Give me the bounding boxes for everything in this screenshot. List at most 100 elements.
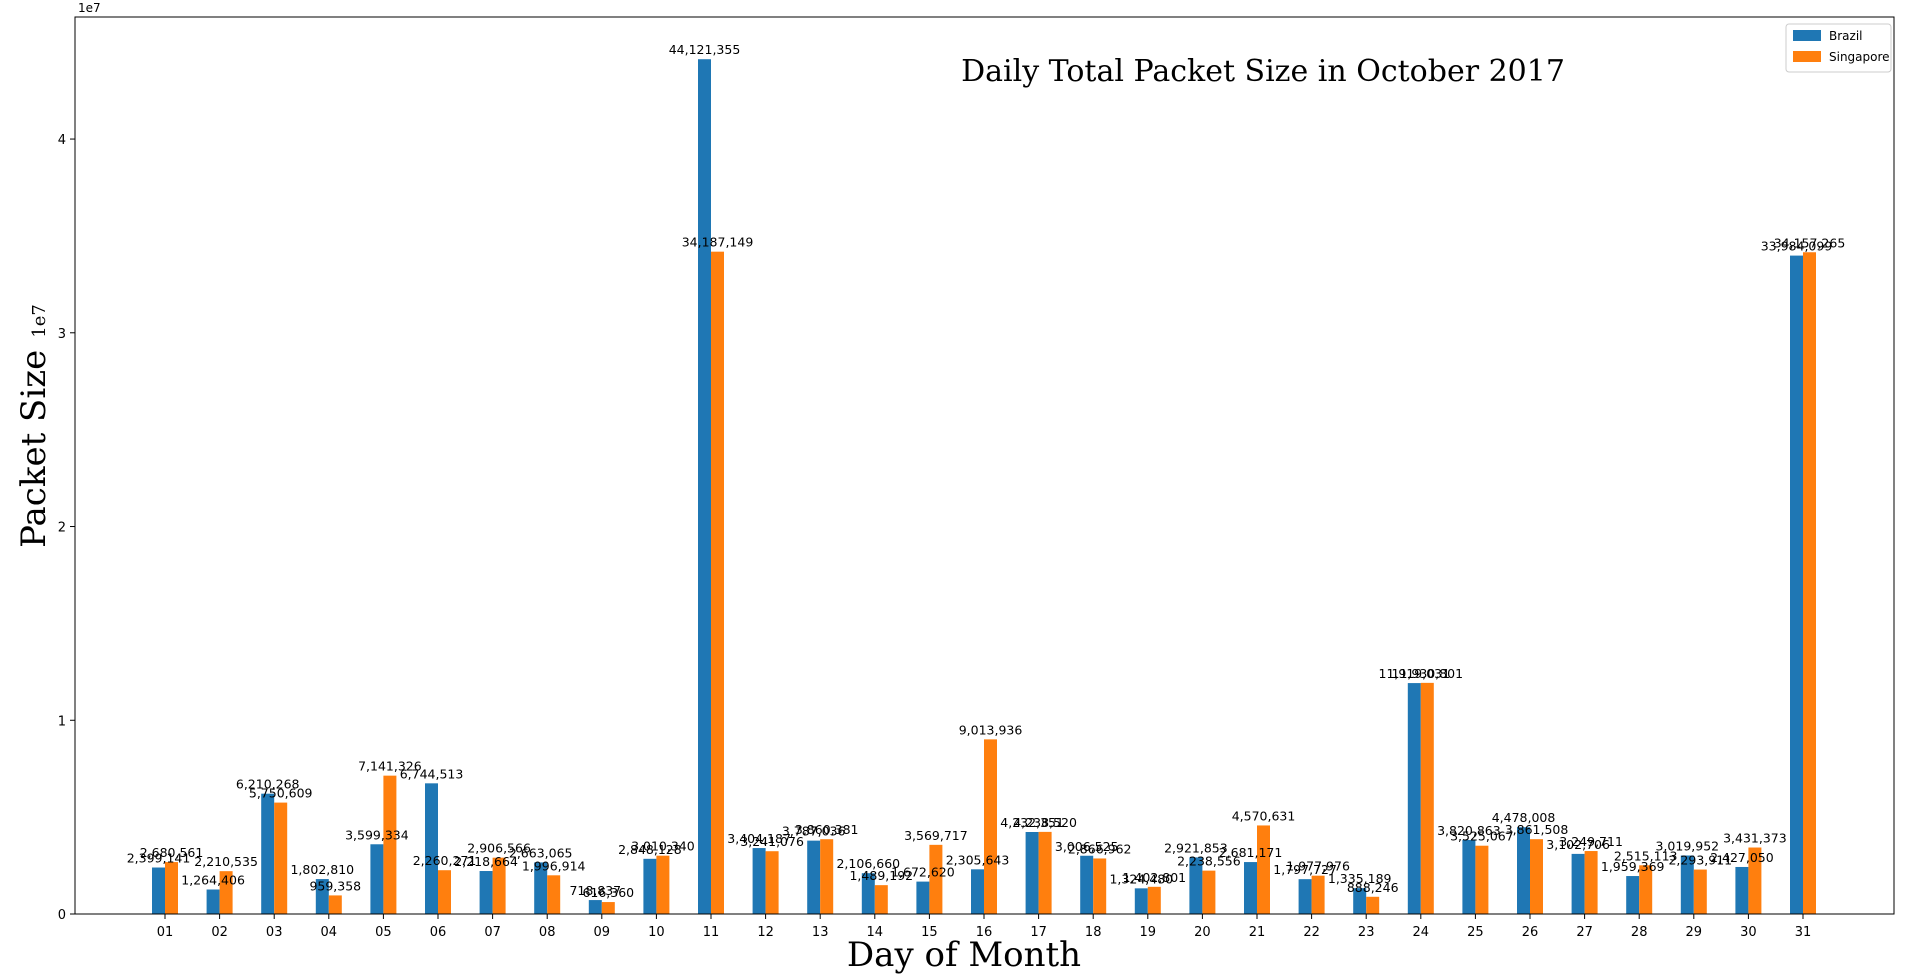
y-tick-label-2: 2 bbox=[58, 521, 66, 536]
x-axis-title: Day of Month bbox=[847, 935, 1081, 975]
bar-singapore-day-12 bbox=[765, 851, 779, 914]
value-label-singapore-day-05: 7,141,326 bbox=[358, 759, 422, 774]
x-tick-label-08: 08 bbox=[539, 925, 556, 940]
value-label-singapore-day-11: 34,187,149 bbox=[682, 235, 754, 250]
bar-brazil-day-14 bbox=[861, 873, 875, 914]
bar-singapore-day-19 bbox=[1147, 886, 1161, 914]
bar-brazil-day-25 bbox=[1462, 839, 1476, 914]
value-label-singapore-day-09: 616,360 bbox=[582, 885, 634, 900]
value-label-brazil-day-01: 2,399,141 bbox=[127, 851, 191, 866]
value-label-singapore-day-27: 3,249,711 bbox=[1559, 834, 1623, 849]
value-label-brazil-day-07: 2,218,664 bbox=[454, 854, 518, 869]
bar-brazil-day-22 bbox=[1298, 879, 1312, 914]
value-label-brazil-day-27: 3,102,706 bbox=[1546, 837, 1610, 852]
x-tick-label-28: 28 bbox=[1631, 925, 1648, 940]
legend: Brazil Singapore bbox=[1785, 23, 1892, 73]
bar-brazil-day-11 bbox=[698, 59, 711, 914]
bar-brazil-day-20 bbox=[1189, 857, 1203, 914]
value-label-singapore-day-28: 2,515,113 bbox=[1614, 848, 1678, 863]
value-label-brazil-day-20: 2,921,853 bbox=[1164, 840, 1228, 855]
x-tick-label-24: 24 bbox=[1413, 925, 1430, 940]
value-label-singapore-day-29: 2,293,911 bbox=[1668, 853, 1732, 868]
offset-text: 1e7 bbox=[78, 1, 101, 15]
x-tick-label-04: 04 bbox=[321, 925, 338, 940]
bar-brazil-day-09 bbox=[588, 900, 602, 914]
bar-singapore-day-07 bbox=[492, 857, 506, 914]
value-label-singapore-day-21: 4,570,631 bbox=[1232, 808, 1296, 823]
y-tick-label-3: 3 bbox=[58, 327, 66, 342]
bar-brazil-day-26 bbox=[1517, 827, 1530, 914]
value-label-brazil-day-08: 2,663,065 bbox=[509, 845, 573, 860]
bar-singapore-day-25 bbox=[1475, 845, 1489, 914]
value-label-brazil-day-31: 33,984,099 bbox=[1761, 239, 1833, 254]
value-label-singapore-day-01: 2,680,561 bbox=[140, 845, 204, 860]
bar-brazil-day-01 bbox=[152, 867, 165, 914]
bar-singapore-day-30 bbox=[1748, 847, 1762, 914]
x-tick-label-26: 26 bbox=[1522, 925, 1539, 940]
value-label-singapore-day-14: 1,489,192 bbox=[849, 868, 913, 883]
y-axis-title-exponent: 1e7 bbox=[29, 304, 50, 338]
bar-singapore-day-13 bbox=[820, 839, 834, 914]
value-label-brazil-day-03: 6,210,268 bbox=[236, 777, 300, 792]
bar-brazil-day-02 bbox=[206, 889, 220, 914]
value-label-brazil-day-09: 718,837 bbox=[569, 883, 621, 898]
bar-brazil-day-10 bbox=[643, 858, 657, 914]
value-label-brazil-day-14: 2,106,660 bbox=[836, 856, 900, 871]
bar-brazil-day-30 bbox=[1735, 866, 1749, 914]
legend-label-brazil: Brazil bbox=[1829, 29, 1863, 43]
x-tick-label-05: 05 bbox=[375, 925, 392, 940]
bar-singapore-day-29 bbox=[1693, 869, 1707, 914]
y-tick-label-4: 4 bbox=[58, 133, 66, 148]
value-label-singapore-day-22: 1,977,976 bbox=[1286, 859, 1350, 874]
x-tick-label-27: 27 bbox=[1576, 925, 1593, 940]
bar-brazil-day-12 bbox=[752, 848, 766, 914]
value-label-singapore-day-25: 3,525,067 bbox=[1450, 829, 1514, 844]
x-tick-label-06: 06 bbox=[430, 925, 447, 940]
value-label-singapore-day-26: 3,861,508 bbox=[1505, 822, 1569, 837]
bar-singapore-day-01 bbox=[165, 862, 178, 914]
bar-singapore-day-22 bbox=[1311, 875, 1325, 914]
bar-brazil-day-07 bbox=[479, 871, 493, 914]
value-label-brazil-day-26: 4,478,008 bbox=[1492, 810, 1556, 825]
bar-singapore-day-04 bbox=[328, 895, 342, 914]
value-label-brazil-day-13: 3,787,036 bbox=[782, 824, 846, 839]
bar-singapore-day-05 bbox=[383, 775, 397, 914]
value-label-brazil-day-24: 11,919,031 bbox=[1379, 666, 1451, 681]
x-tick-label-18: 18 bbox=[1085, 925, 1102, 940]
legend-swatch-singapore bbox=[1793, 51, 1821, 62]
bar-singapore-day-06 bbox=[438, 870, 451, 914]
value-label-brazil-day-04: 1,802,810 bbox=[290, 862, 354, 877]
x-axis: 01 02 03 04 05 06 07 08 09 10 11 12 13 14 15 16 17 18 19 20… bbox=[157, 914, 1811, 940]
x-tick-label-11: 11 bbox=[703, 925, 720, 940]
x-tick-label-14: 14 bbox=[867, 925, 884, 940]
bar-singapore-day-08 bbox=[547, 875, 561, 914]
bar-singapore-day-15 bbox=[929, 844, 943, 914]
bar-brazil-day-16 bbox=[971, 869, 984, 914]
legend-swatch-brazil bbox=[1793, 30, 1821, 41]
value-label-singapore-day-24: 11,930,801 bbox=[1392, 666, 1464, 681]
value-label-singapore-day-15: 3,569,717 bbox=[904, 828, 968, 843]
bar-brazil-day-21 bbox=[1244, 862, 1257, 914]
bar-singapore-day-21 bbox=[1257, 825, 1270, 914]
x-tick-label-21: 21 bbox=[1249, 925, 1266, 940]
x-tick-label-19: 19 bbox=[1140, 925, 1157, 940]
value-label-singapore-day-04: 959,358 bbox=[309, 878, 361, 893]
bar-brazil-day-18 bbox=[1080, 855, 1094, 914]
value-label-brazil-day-30: 2,427,050 bbox=[1710, 850, 1774, 865]
x-tick-label-22: 22 bbox=[1303, 925, 1320, 940]
value-label-singapore-day-31: 34,157,265 bbox=[1774, 235, 1846, 250]
bar-singapore-day-26 bbox=[1530, 839, 1543, 914]
bar-brazil-day-06 bbox=[425, 783, 438, 914]
value-label-singapore-day-18: 2,866,962 bbox=[1068, 841, 1132, 856]
value-label-singapore-day-20: 2,238,556 bbox=[1177, 854, 1241, 869]
value-label-brazil-day-15: 1,672,620 bbox=[891, 865, 955, 880]
x-tick-label-03: 03 bbox=[266, 925, 283, 940]
x-tick-label-15: 15 bbox=[921, 925, 938, 940]
value-label-brazil-day-02: 1,264,406 bbox=[181, 873, 245, 888]
value-label-brazil-day-23: 1,335,189 bbox=[1328, 871, 1392, 886]
bar-brazil-day-31 bbox=[1790, 255, 1803, 915]
x-tick-label-13: 13 bbox=[812, 925, 829, 940]
value-label-singapore-day-03: 5,750,609 bbox=[249, 786, 313, 801]
